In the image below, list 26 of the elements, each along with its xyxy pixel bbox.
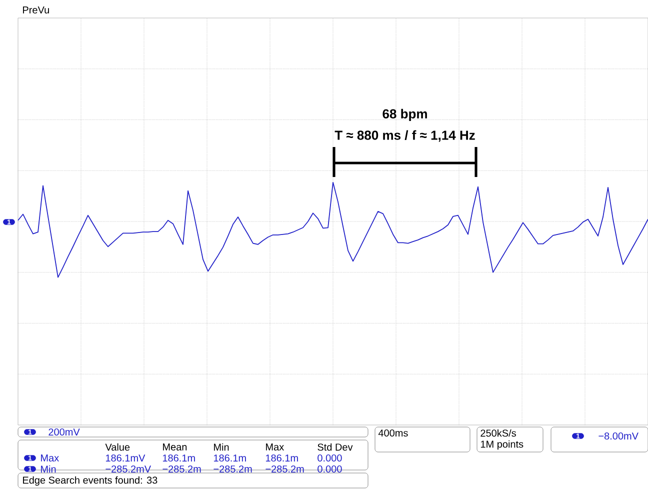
text: 250kS/s [480,429,516,437]
text: −8.00mV [598,432,638,440]
text: 186.1m [266,454,298,462]
text: Max [41,454,59,462]
text: Min [214,443,229,451]
text: 0.000 [318,465,342,473]
text: Edge Search events found: 33 [23,476,158,486]
text: −285.2m [214,465,252,473]
text: Min [41,465,56,473]
text: 186.1m [214,454,246,462]
text: −285.2mV [106,465,152,473]
text: 186.1mV [106,454,146,462]
text: 200mV [48,428,80,436]
text: 1M points [480,440,524,450]
text: 68 bpm [382,108,427,122]
text: T ≈ 880 ms / f ≈ 1,14 Hz [334,130,475,142]
text: Max [266,444,284,450]
text: PreVu [23,6,49,14]
text: 186.1m [162,454,195,462]
text: Mean [163,444,187,450]
text: Value [105,443,130,451]
text: Std Dev [318,443,353,451]
text: 0.000 [318,454,342,462]
text: −285.2m [266,465,304,473]
text: 400ms [378,429,408,437]
text: −285.2m [162,465,201,473]
